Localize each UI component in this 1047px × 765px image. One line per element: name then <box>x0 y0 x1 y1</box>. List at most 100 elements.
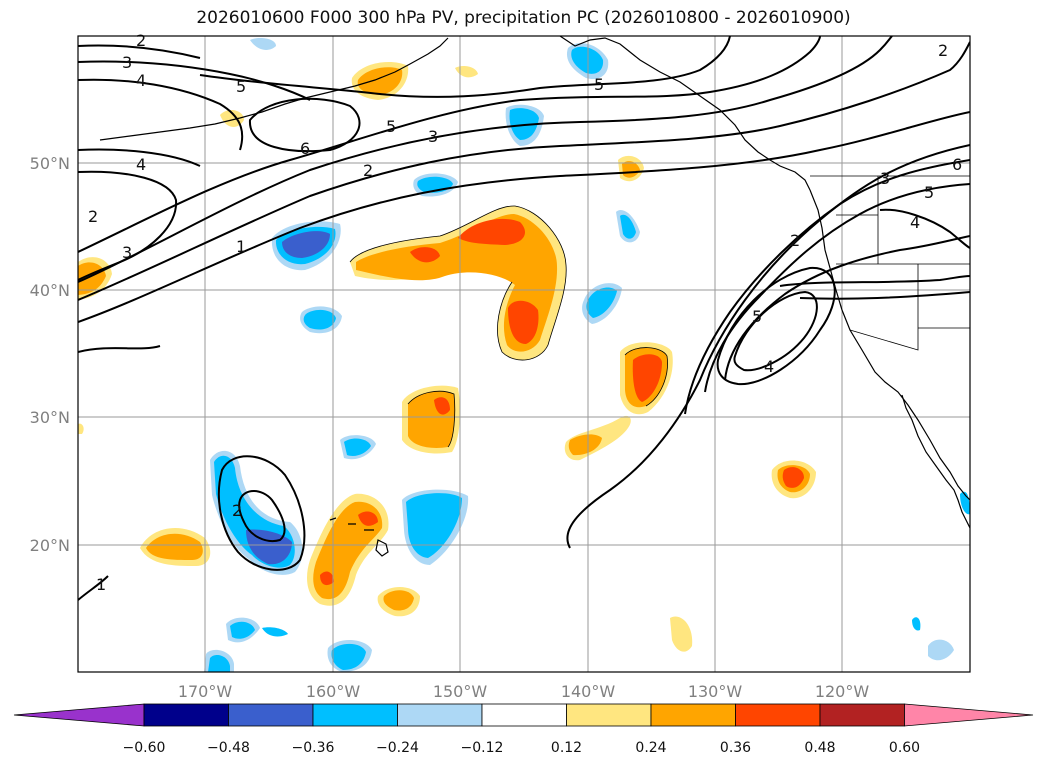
precip-blob-small-aleut2 <box>455 66 478 78</box>
pv-label-2-ridge: 2 <box>790 231 800 250</box>
pv-label-5-north: 5 <box>236 77 246 96</box>
pv-contour-north-2 <box>78 60 311 101</box>
precip-blob-neg-small-7 <box>250 38 276 50</box>
map-title: 2026010600 F000 300 hPa PV, precipitatio… <box>196 8 851 28</box>
pv-label-4: 4 <box>136 71 146 90</box>
map-frame <box>77 35 971 673</box>
colorbar-seg-7 <box>650 703 736 727</box>
precip-blob-tiny-west <box>78 423 84 434</box>
pv-contour-4 <box>78 36 821 253</box>
colorbar-seg-1 <box>143 703 229 727</box>
pv-label-4-east: 4 <box>910 213 920 232</box>
colorbar-seg-9 <box>819 703 905 727</box>
precip-blob-west-20n-core <box>146 533 203 560</box>
precip-blob-neg-kona-mid <box>246 529 292 565</box>
pv-label-3-north: 3 <box>122 53 132 72</box>
coast-hawaii <box>329 517 389 557</box>
graticule <box>78 36 970 672</box>
precip-blob-neg-small-6 <box>928 639 954 661</box>
colorbar-extend-high <box>904 703 1034 727</box>
us-state-borders <box>836 176 970 351</box>
pv-label-1: 1 <box>236 237 246 256</box>
pv-label-5-low: 5 <box>752 307 762 326</box>
precip-blob-neg-east-mid-core <box>586 287 617 318</box>
colorbar-seg-5 <box>481 703 567 727</box>
pv-contour-6-closed <box>248 97 361 153</box>
pv-label-6-east: 6 <box>952 155 962 174</box>
precip-blob-neg-central-core <box>303 309 336 330</box>
coast-alaska-south <box>559 36 811 191</box>
cb-tick-7: 0.24 <box>635 740 666 756</box>
colorbar-seg-6 <box>566 703 652 727</box>
pv-contour-west-3 <box>78 345 161 353</box>
colorbar-seg-3 <box>312 703 398 727</box>
pv-contour-north-1 <box>78 44 201 59</box>
lon-label-170w: 170°W <box>178 682 233 701</box>
lon-label-120w: 120°W <box>815 682 870 701</box>
pv-label-3: 3 <box>428 127 438 146</box>
precip-blob-neg-small-2-core <box>230 621 255 639</box>
precip-blob-neg-north-west-mid <box>282 231 330 258</box>
pv-contour-closed-low-4 <box>716 266 836 386</box>
colorbar-seg-8 <box>735 703 821 727</box>
precip-blob-south-hawaii-core <box>383 590 414 611</box>
pv-label-2-ne: 2 <box>938 41 948 60</box>
precip-blob-neg-small-8 <box>262 627 288 637</box>
precip-blob-neg-hawaii-east-core <box>406 493 462 558</box>
precip-blob-neg-small-5-core <box>620 214 636 239</box>
cb-tick-4: −0.24 <box>376 740 419 756</box>
lat-label-30n: 30°N <box>30 408 70 427</box>
cb-tick-10: 0.60 <box>889 740 920 756</box>
lat-label-50n: 50°N <box>30 154 70 173</box>
pv-contour-north-4 <box>78 148 201 167</box>
pv-label-3-east: 3 <box>880 169 890 188</box>
precip-blob-off-baja-red <box>632 354 662 402</box>
longitude-labels: 170°W 160°W 150°W 140°W 130°W 120°W <box>178 682 870 701</box>
pv-contour-kona-inner <box>238 490 286 542</box>
pv-contour-east-lower-2 <box>799 291 970 300</box>
outline-off-baja <box>624 347 668 407</box>
outline-hawaii-ne <box>407 390 456 448</box>
lon-label-160w: 160°W <box>306 682 361 701</box>
pv-contour-kona-outer <box>217 455 306 571</box>
colorbar-extend-low <box>13 703 145 727</box>
pv-contours <box>78 36 970 601</box>
precip-negative-blobs <box>204 38 970 672</box>
precip-blob-red-north <box>458 218 525 245</box>
colorbar <box>13 703 1034 727</box>
cb-tick-3: −0.36 <box>292 740 335 756</box>
pv-label-2-north: 2 <box>136 31 146 50</box>
lat-label-20n: 20°N <box>30 536 70 555</box>
colorbar-ticks: −0.60 −0.48 −0.36 −0.24 −0.12 0.12 0.24 … <box>123 740 921 756</box>
cb-tick-2: −0.48 <box>207 740 250 756</box>
pv-label-3-west: 3 <box>122 243 132 262</box>
pv-contour-east-ridge-2 <box>684 159 970 415</box>
precip-blob-neg-small-10 <box>912 617 921 631</box>
precip-blob-subtropical-strip-core <box>568 434 602 456</box>
cb-tick-1: −0.60 <box>123 740 166 756</box>
pv-contour-labels: 1 2 3 4 5 6 2 3 5 4 2 3 1 5 2 2 5 4 3 5 … <box>88 31 962 594</box>
precipitation-fill-layer <box>78 38 970 672</box>
colorbar-seg-4 <box>397 703 483 727</box>
colorbar-seg-2 <box>228 703 314 727</box>
pv-contour-west-arc <box>78 170 178 281</box>
pv-contour-east-ridge-1 <box>566 144 970 549</box>
precip-blob-hawaii-northeast-core <box>408 391 455 448</box>
pv-label-2: 2 <box>363 161 373 180</box>
lon-label-150w: 150°W <box>433 682 488 701</box>
pv-contour-1 <box>78 111 970 323</box>
precip-blob-neg-gulf-alaska-core <box>571 46 604 74</box>
pv-contour-east-sub <box>879 208 970 249</box>
precip-outlines <box>349 205 668 448</box>
precip-blob-red-core <box>508 300 539 344</box>
precip-blob-small-south <box>670 616 693 652</box>
pv-label-4-low: 4 <box>764 357 774 376</box>
pv-contour-east-ridge-4 <box>724 235 970 381</box>
lat-label-40n: 40°N <box>30 281 70 300</box>
precip-blob-hawaii-northeast-red <box>434 397 450 415</box>
precip-blob-neg-small-1-core <box>344 438 371 456</box>
pv-label-6: 6 <box>300 139 310 158</box>
cb-tick-6: 0.12 <box>551 740 582 756</box>
pv-label-5-gulf: 5 <box>594 75 604 94</box>
